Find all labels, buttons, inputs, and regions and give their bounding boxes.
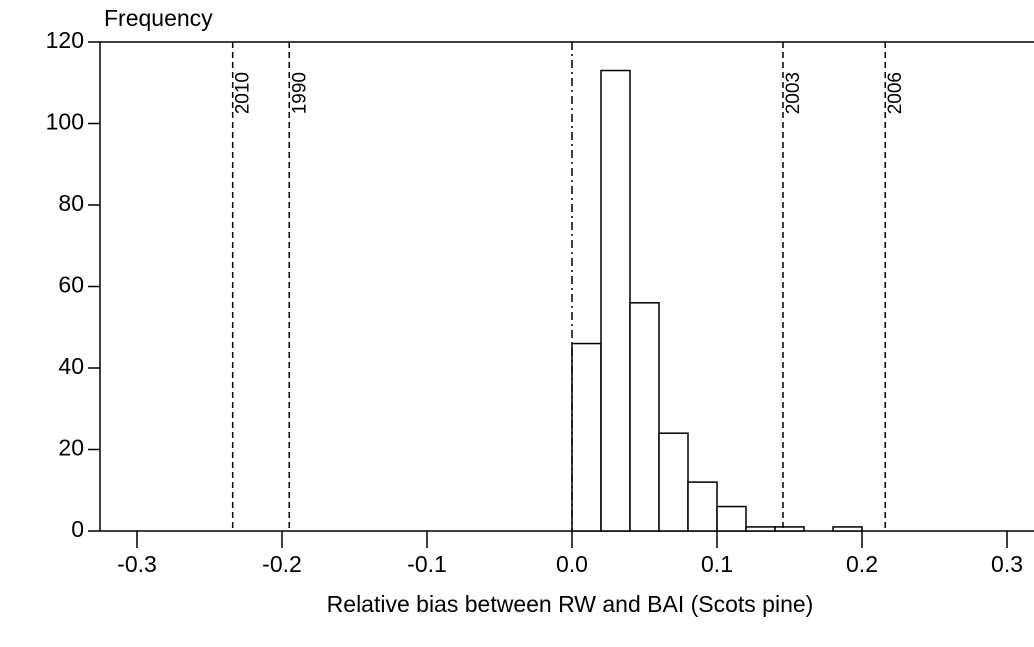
y-tick-label: 60 bbox=[58, 272, 84, 298]
y-tick-label: 120 bbox=[46, 27, 84, 53]
year-label: 1990 bbox=[289, 72, 310, 114]
year-label: 2006 bbox=[885, 72, 906, 114]
histogram-bar bbox=[658, 432, 689, 532]
x-tick-label: 0.0 bbox=[556, 551, 588, 577]
x-axis-label: Relative bias between RW and BAI (Scots … bbox=[327, 591, 814, 617]
y-axis-label: Frequency bbox=[104, 5, 213, 31]
year-label: 2003 bbox=[783, 72, 804, 114]
y-tick-label: 100 bbox=[46, 109, 84, 135]
x-tick-label: -0.2 bbox=[262, 551, 302, 577]
histogram-bar bbox=[629, 302, 660, 532]
histogram-bar bbox=[832, 526, 863, 532]
histogram-bar bbox=[774, 526, 805, 532]
histogram-bar bbox=[687, 481, 718, 532]
y-tick-label: 0 bbox=[71, 516, 84, 542]
y-tick-label: 80 bbox=[58, 190, 84, 216]
y-tick-label: 40 bbox=[58, 353, 84, 379]
year-label: 2010 bbox=[233, 72, 254, 114]
histogram-bar bbox=[745, 526, 776, 532]
x-tick-label: 0.2 bbox=[846, 551, 878, 577]
x-tick-label: -0.3 bbox=[117, 551, 157, 577]
x-tick-label: 0.3 bbox=[991, 551, 1023, 577]
x-tick-label: 0.1 bbox=[701, 551, 733, 577]
x-tick-label: -0.1 bbox=[407, 551, 447, 577]
histogram-bar bbox=[716, 505, 747, 532]
y-tick-label: 20 bbox=[58, 435, 84, 461]
histogram-bar bbox=[571, 342, 602, 532]
histogram-bar bbox=[600, 69, 631, 532]
